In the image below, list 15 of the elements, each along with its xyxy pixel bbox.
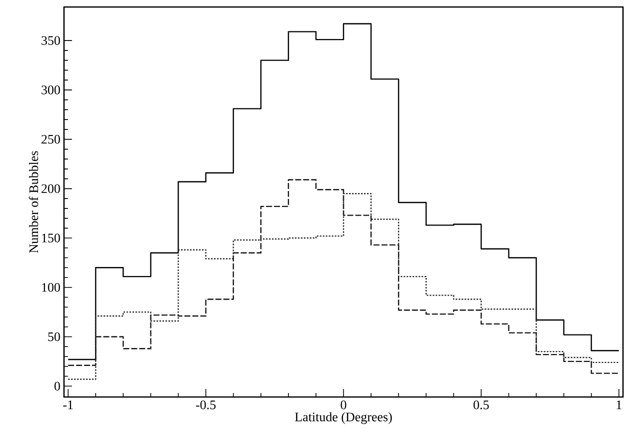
x-axis-title: Latitude (Degrees) (294, 412, 392, 424)
y-axis-title: Number of Bubbles (28, 151, 38, 253)
y-tick-label: 0 (54, 382, 60, 391)
x-tick-label: 1 (616, 400, 622, 410)
x-tick-label: 0 (340, 400, 346, 410)
y-tick-label: 250 (42, 134, 60, 144)
y-tick-label: 200 (42, 184, 60, 194)
y-tick-label: 300 (42, 86, 60, 94)
y-tick-label: 150 (42, 234, 60, 242)
x-tick-label: -1 (63, 400, 73, 410)
x-tick-label: 0.5 (474, 400, 489, 410)
y-tick-label: 50 (48, 332, 60, 342)
y-tick-label: 350 (42, 36, 60, 45)
y-tick-label: 100 (42, 283, 60, 292)
x-tick-label: -0.5 (196, 400, 216, 410)
